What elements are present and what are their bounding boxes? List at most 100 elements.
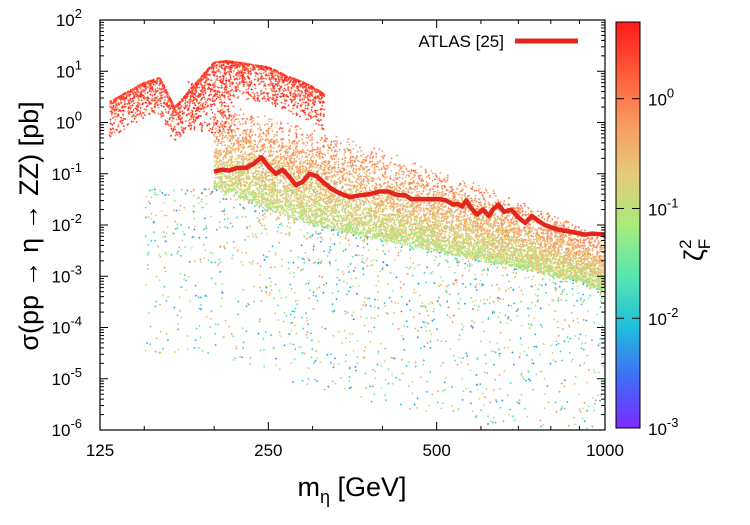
scatter-point-group [109, 60, 325, 134]
scatter-point-group [272, 271, 456, 349]
scatter-point-group [276, 230, 595, 300]
scatter-point-group [121, 66, 557, 227]
colorbar-ticks: 10-3 10-2 10-1 100 [616, 86, 678, 439]
scatter-point-group [180, 228, 436, 364]
scatter-point-group [220, 291, 294, 313]
scatter-point-group [350, 282, 582, 389]
scatter-point-group [119, 80, 483, 194]
scatter-point-group [109, 61, 293, 138]
scatter-point-group [170, 253, 584, 296]
scatter-point-group [194, 284, 292, 316]
scatter-point-group [177, 250, 487, 402]
scatter-point-group [121, 63, 540, 230]
scatter-point-group [113, 61, 322, 130]
scatter-point-group [172, 189, 550, 343]
scatter-point-group [115, 83, 319, 123]
scatter-point-group [565, 293, 586, 365]
scatter-point-group [347, 265, 601, 345]
y-tick-label: 10-5 [52, 365, 82, 389]
scatter-point-group [423, 271, 426, 274]
scatter-point-group [317, 262, 320, 265]
colorbar-tick-label: 100 [648, 86, 674, 110]
scatter-point-group [150, 137, 602, 419]
scatter-point-group [215, 135, 602, 331]
scatter-point-group [219, 178, 605, 391]
scatter-point-group [310, 356, 313, 359]
scatter-point-group [363, 245, 443, 343]
scatter-point-group [223, 218, 414, 319]
scatter-point-group [362, 273, 460, 295]
scatter-point-group [461, 258, 485, 333]
atlas-limit-layer [213, 154, 605, 238]
scatter-point-group [251, 262, 605, 390]
scatter-point-group [184, 192, 464, 331]
scatter-point-group [194, 248, 496, 400]
scatter-point-group [512, 271, 555, 376]
scatter-point-group [297, 266, 582, 301]
legend: ATLAS [25] [418, 32, 578, 51]
y-tick-label: 10-4 [52, 314, 82, 338]
scatter-point-group [185, 76, 574, 226]
scatter-point-group [419, 305, 500, 351]
scatter-point-group [154, 265, 471, 308]
y-tick-label: 10-3 [52, 262, 82, 286]
scatter-point-group [292, 261, 588, 322]
scatter-point-group [331, 303, 482, 386]
scatter-point-group [519, 337, 522, 340]
scatter-point-group [165, 210, 372, 267]
scatter-point-group [180, 192, 568, 302]
colorbar-title-sub: F [695, 239, 714, 249]
scatter-point-group [214, 344, 521, 359]
scatter-point-group [145, 216, 477, 262]
scatter-point-group [420, 326, 423, 329]
y-axis: 10-6 10-5 10-4 10-3 10-2 10-1 100 101 102 [52, 6, 605, 440]
scatter-point-group [140, 60, 323, 119]
scatter-point-group [152, 216, 432, 381]
scatter-point-group [247, 285, 497, 401]
scatter-point-group [256, 262, 259, 265]
scatter-point-group [221, 173, 515, 282]
scatter-point-group [600, 297, 603, 300]
scatter-point-group [422, 359, 532, 382]
scatter-point-group [301, 379, 304, 382]
scatter-point-group [144, 235, 583, 300]
scatter-point-group [199, 280, 568, 422]
scatter-point-group [381, 268, 536, 348]
scatter-point-group [187, 77, 250, 115]
scatter-point-group [217, 323, 220, 326]
scatter-point-group [414, 302, 464, 374]
scatter-point-group [193, 217, 315, 265]
scatter-point-group [238, 195, 523, 405]
scatter-point-group [451, 385, 453, 388]
scatter-point-group [311, 233, 314, 236]
scatter-point-group [283, 324, 542, 366]
y-tick-label: 10-6 [52, 416, 82, 440]
scatter-point-group [452, 314, 455, 317]
scatter-point-group [183, 233, 472, 286]
scatter-point-group [582, 348, 585, 351]
scatter-point-group [203, 188, 489, 425]
scatter-point-group [530, 285, 533, 288]
scatter-point-group [402, 239, 601, 310]
scatter-point-group [114, 67, 317, 125]
scatter-point-group [294, 226, 440, 310]
scatter-point-group [202, 243, 486, 374]
scatter-point-group [538, 353, 541, 356]
scatter-point-group [166, 323, 310, 342]
scatter-point-group [414, 241, 477, 254]
scatter-point-group [154, 185, 557, 274]
scatter-point-group [300, 202, 596, 317]
scatter-point-group [601, 325, 604, 328]
scatter-point-group [583, 299, 586, 302]
scatter-point-group [188, 226, 592, 354]
scatter-point-group [328, 262, 331, 264]
scatter-point-group [221, 292, 224, 294]
scatter-point-group [116, 84, 326, 132]
scatter-point-group [315, 261, 459, 388]
scatter-point-group [214, 261, 557, 404]
scatter-point-group [211, 190, 472, 393]
scatter-point-group [173, 117, 597, 379]
scatter-point-group [376, 302, 516, 366]
scatter-point-group [210, 223, 496, 320]
